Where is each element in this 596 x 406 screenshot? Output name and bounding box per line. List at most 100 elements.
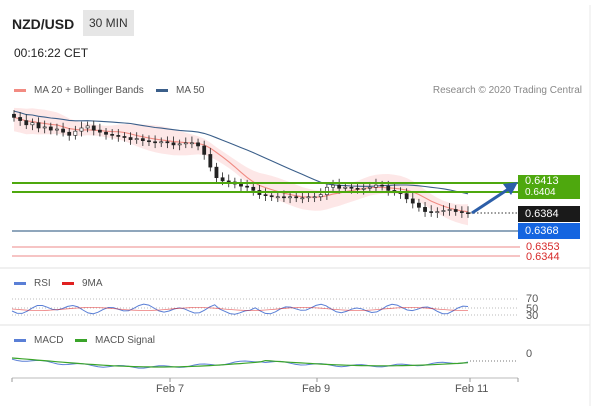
candle-body xyxy=(24,120,29,126)
candle-body xyxy=(202,145,207,155)
candle-body xyxy=(453,209,458,212)
candle-body xyxy=(349,186,354,189)
candle-body xyxy=(343,186,348,189)
trend-arrow-head xyxy=(503,182,518,195)
candle-body xyxy=(300,197,305,200)
candle-body xyxy=(42,126,47,129)
candle-body xyxy=(318,194,323,198)
candle-body xyxy=(294,196,299,199)
candle-body xyxy=(214,166,219,179)
x-tick-label-1: Feb 9 xyxy=(302,383,331,395)
candle-body xyxy=(85,125,90,129)
rsi9-swatch xyxy=(62,282,74,285)
ma20-label: MA 20 + Bollinger Bands xyxy=(34,85,144,96)
candle-body xyxy=(380,184,385,187)
candle-body xyxy=(122,136,127,138)
rsi-swatch xyxy=(14,282,26,285)
rsi9-line xyxy=(11,307,469,311)
candle-body xyxy=(466,212,470,214)
candle-body xyxy=(447,209,452,211)
candle-body xyxy=(269,195,274,198)
bollinger-band xyxy=(14,107,468,226)
candle-body xyxy=(410,198,415,204)
rsi-30-label: 30 xyxy=(526,310,539,322)
candle-body xyxy=(97,129,102,133)
candle-body xyxy=(429,211,434,213)
candle-body xyxy=(79,127,84,132)
support1-value: 0.6353 xyxy=(526,241,560,253)
candle-body xyxy=(282,196,286,199)
pivot-badge: 0.6368 xyxy=(518,223,580,239)
candles xyxy=(12,110,470,218)
candle-body xyxy=(61,128,65,133)
rsi-50-label: 50 xyxy=(526,303,539,315)
candle-body xyxy=(251,186,256,191)
macd-signal-line xyxy=(11,357,469,368)
ma50-swatch xyxy=(156,89,168,92)
x-ticks xyxy=(11,378,519,382)
candle-body xyxy=(275,196,280,199)
candle-body xyxy=(140,138,145,141)
ma50-label: MA 50 xyxy=(176,85,205,96)
macd-zero-label: 0 xyxy=(526,348,533,360)
candle-body xyxy=(459,211,464,213)
candle-body xyxy=(435,211,440,213)
candle-body xyxy=(128,137,133,140)
timestamp: 00:16:22 CET xyxy=(14,46,89,60)
candle-body xyxy=(367,186,372,189)
ma50-line xyxy=(13,110,469,195)
candle-body xyxy=(331,184,335,188)
candle-body xyxy=(190,142,194,145)
candle-body xyxy=(337,184,342,189)
candle-body xyxy=(423,207,427,212)
candle-body xyxy=(263,194,268,196)
macd-label: MACD xyxy=(34,335,64,346)
candle-body xyxy=(183,142,188,145)
macd-swatch xyxy=(14,339,26,342)
candle-body xyxy=(177,143,182,146)
candle-body xyxy=(91,125,96,131)
candle-body xyxy=(355,187,360,190)
currency-pair: NZD/USD xyxy=(12,16,75,32)
candle-body xyxy=(18,117,23,121)
candle-body xyxy=(55,128,59,131)
trend-arrow-shaft xyxy=(471,186,511,215)
candle-body xyxy=(48,126,53,131)
candle-body xyxy=(67,131,72,136)
x-tick-label-2: Feb 11 xyxy=(455,383,489,395)
rsi-70-label: 70 xyxy=(526,293,539,305)
resistance1-value: 0.6413 xyxy=(525,175,559,187)
candle-body xyxy=(110,134,115,136)
candle-body xyxy=(153,141,158,144)
candle-body xyxy=(36,122,41,129)
legend-rsi: RSI xyxy=(14,278,51,289)
candle-body xyxy=(361,187,366,190)
rsi-label: RSI xyxy=(34,278,51,289)
candle-body xyxy=(239,183,243,187)
candle-body xyxy=(116,135,121,137)
candle-body xyxy=(226,180,231,183)
rsi-line xyxy=(11,303,469,315)
chart-header: NZD/USD 30 MIN xyxy=(0,0,596,40)
candle-body xyxy=(159,141,164,144)
candle-body xyxy=(165,141,170,144)
candle-body xyxy=(245,185,250,188)
candle-body xyxy=(196,142,200,147)
candle-body xyxy=(404,193,409,200)
candle-body xyxy=(73,130,78,136)
timeframe-button[interactable]: 30 MIN xyxy=(83,10,134,36)
candle-body xyxy=(220,177,225,182)
candle-body xyxy=(306,196,311,199)
ma20-swatch xyxy=(14,89,26,92)
current-price-badge: 0.6384 xyxy=(518,206,580,222)
rsi9-label: 9MA xyxy=(82,278,103,289)
legend-signal: MACD Signal xyxy=(75,335,155,346)
resistance-badge: 0.6413 0.6404 xyxy=(518,175,580,199)
resistance2-value: 0.6404 xyxy=(525,187,556,198)
candle-body xyxy=(312,196,317,199)
candle-body xyxy=(12,113,16,118)
signal-label: MACD Signal xyxy=(95,335,156,346)
legend-rsi9: 9MA xyxy=(62,278,103,289)
candle-body xyxy=(134,138,139,140)
